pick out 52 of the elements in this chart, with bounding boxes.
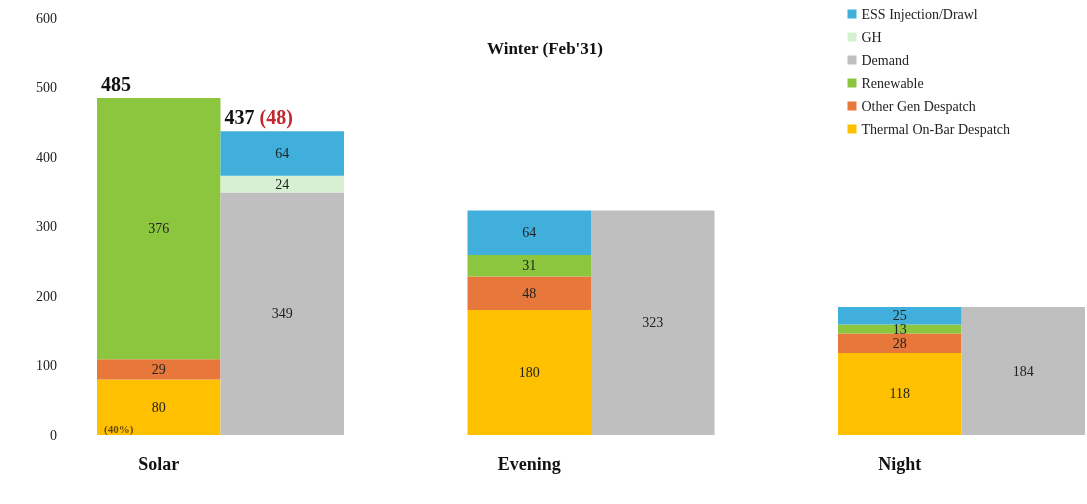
- bar: [838, 307, 962, 325]
- data-label: 349: [271, 306, 293, 322]
- text: Winter (Feb'31): [487, 39, 603, 58]
- total-label: 437 (48): [224, 106, 293, 130]
- bar: [220, 192, 344, 435]
- bar: [467, 255, 591, 277]
- bar: [97, 379, 221, 435]
- legend-label: Renewable: [861, 75, 924, 91]
- y-tick-label: 0: [50, 427, 57, 443]
- y-tick-label: 600: [36, 10, 57, 26]
- bar: [467, 276, 591, 310]
- bar: [220, 131, 344, 176]
- bar: [838, 333, 962, 353]
- bar: [467, 210, 591, 255]
- x-tick-label: Solar: [138, 454, 180, 474]
- y-tick-label: 100: [36, 358, 57, 373]
- data-label: 80: [151, 399, 166, 415]
- y-tick-label: 500: [36, 80, 57, 95]
- data-label: 323: [642, 315, 664, 331]
- data-label: 180: [518, 364, 540, 380]
- legend-label: Other Gen Despatch: [861, 98, 976, 114]
- data-label: 29: [151, 361, 166, 377]
- legend-label: Thermal On-Bar Despatch: [861, 121, 1010, 137]
- data-label: 31: [522, 258, 537, 274]
- data-label: 376: [148, 221, 170, 237]
- bar: [220, 175, 344, 193]
- data-label: 64: [522, 225, 537, 241]
- bar: [97, 97, 221, 360]
- data-label: 24: [275, 176, 290, 192]
- y-tick-label: 300: [36, 219, 57, 234]
- bar: [591, 210, 715, 435]
- data-label: 25: [892, 308, 907, 324]
- y-tick-label: 200: [36, 288, 57, 304]
- legend-label: GH: [861, 29, 882, 45]
- x-tick-label: Evening: [497, 454, 561, 474]
- data-label: 48: [522, 285, 537, 301]
- data-label: 118: [889, 386, 910, 402]
- bar: [961, 307, 1085, 435]
- bar: [467, 309, 591, 435]
- data-label: 184: [1012, 363, 1034, 379]
- bar: [838, 352, 962, 435]
- legend-label: ESS Injection/Drawl: [861, 6, 978, 22]
- total-label: 485: [101, 72, 131, 95]
- data-label: 13: [892, 321, 907, 337]
- annotation: (40%): [104, 422, 134, 436]
- x-tick-label: Night: [878, 454, 922, 474]
- bar: [838, 324, 962, 334]
- bar: [97, 359, 221, 380]
- data-label: 28: [892, 335, 907, 351]
- data-label: 64: [275, 146, 290, 162]
- y-tick-label: 400: [36, 149, 57, 165]
- legend-label: Demand: [861, 52, 909, 68]
